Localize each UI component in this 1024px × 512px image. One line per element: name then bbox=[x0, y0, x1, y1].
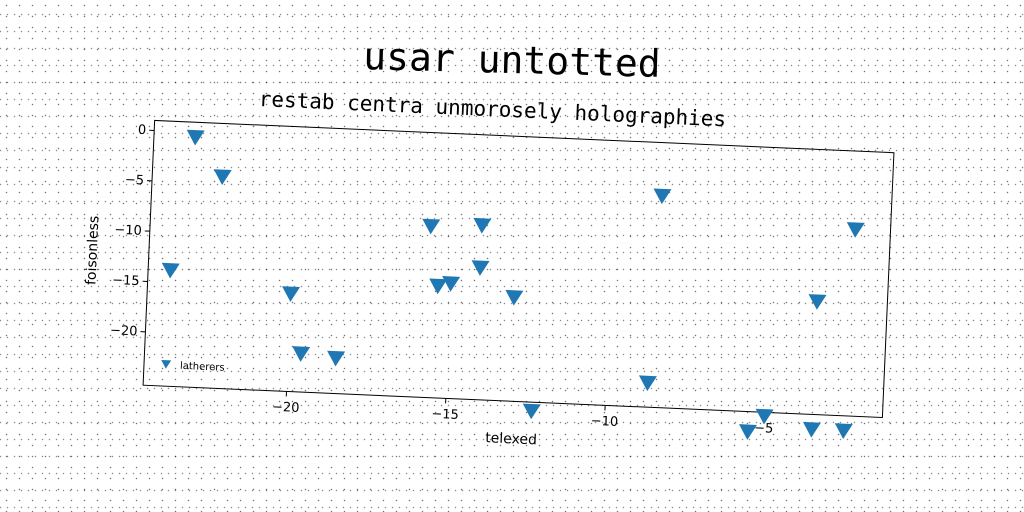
plot-frame bbox=[142, 119, 895, 418]
legend: latherers bbox=[161, 359, 225, 374]
data-point bbox=[846, 222, 865, 238]
data-point bbox=[522, 403, 541, 420]
data-point bbox=[802, 421, 821, 438]
axis-ticks: −20 −15 −10 −5 0 −5 −10 −15 −20 bbox=[110, 123, 774, 437]
data-point bbox=[755, 408, 774, 425]
legend-marker bbox=[161, 359, 172, 369]
scatter-plot: −20 −15 −10 −5 0 −5 −10 −15 −20 telexed foisonle… bbox=[83, 119, 895, 448]
data-points bbox=[161, 129, 865, 440]
data-point bbox=[653, 188, 672, 205]
y-tick-label: −15 bbox=[112, 273, 140, 289]
x-axis-label: telexed bbox=[485, 430, 537, 448]
y-axis-label: foisonless bbox=[83, 215, 102, 285]
chart-area: restab centra unmorosely holographies −2… bbox=[62, 77, 907, 483]
data-point bbox=[471, 260, 490, 276]
data-point bbox=[808, 294, 827, 310]
data-point bbox=[282, 286, 301, 302]
data-point bbox=[473, 217, 492, 234]
data-point bbox=[292, 346, 311, 362]
y-tick-label: 0 bbox=[138, 123, 147, 138]
x-tick-label: −5 bbox=[754, 421, 774, 437]
data-point bbox=[738, 424, 757, 440]
data-point bbox=[442, 276, 461, 292]
x-tick-label: −15 bbox=[431, 407, 459, 423]
y-tick-label: −20 bbox=[110, 323, 138, 339]
data-point bbox=[834, 423, 853, 439]
legend-label: latherers bbox=[180, 361, 225, 374]
data-point bbox=[186, 129, 205, 146]
data-point bbox=[422, 218, 441, 235]
data-point bbox=[638, 375, 657, 392]
data-point bbox=[161, 262, 180, 279]
data-point bbox=[505, 289, 524, 306]
x-tick-label: −20 bbox=[272, 400, 300, 416]
x-tick-label: −10 bbox=[590, 414, 618, 430]
y-tick-label: −10 bbox=[114, 223, 142, 239]
data-point bbox=[327, 350, 346, 367]
data-point bbox=[429, 278, 448, 295]
data-point bbox=[213, 169, 232, 185]
y-tick-label: −5 bbox=[125, 173, 145, 189]
